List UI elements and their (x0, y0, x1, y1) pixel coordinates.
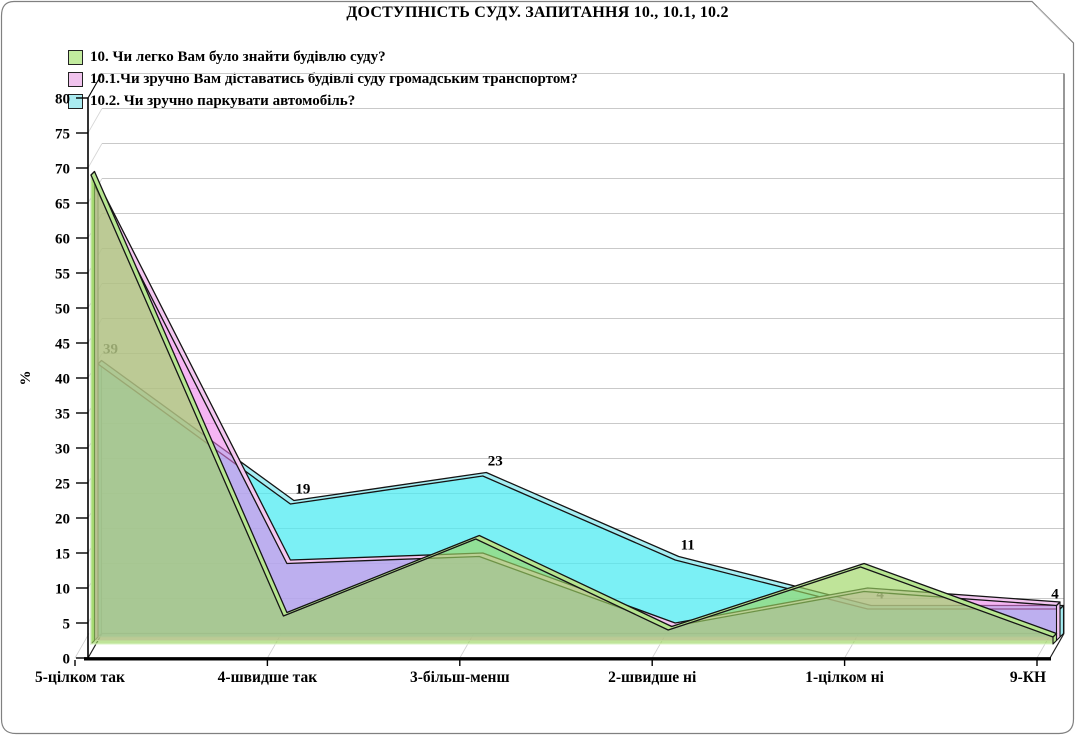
data-label: 4 (1051, 587, 1059, 603)
y-tick-label: 55 (55, 267, 70, 283)
y-tick-label: 0 (63, 652, 71, 668)
x-tick-label: 5-цілком так (35, 669, 125, 686)
data-label: 11 (681, 538, 695, 554)
y-tick-label: 50 (55, 302, 70, 318)
y-axis-top-depth-edge (87, 73, 103, 99)
y-axis-title: % (18, 371, 34, 386)
y-tick-label: 35 (55, 407, 70, 423)
x-tick-label: 2-швидше ні (608, 669, 697, 686)
y-tick-label: 70 (55, 162, 70, 178)
y-tick-label: 65 (55, 197, 70, 213)
y-tick-label: 30 (55, 442, 70, 458)
y-tick-label: 45 (55, 337, 70, 353)
y-tick-depth-line (87, 108, 103, 134)
y-tick-label: 15 (55, 547, 70, 563)
x-tick-depth-line (74, 633, 90, 659)
x-tick-label: 9-КН (1010, 669, 1046, 686)
data-label: 23 (488, 454, 503, 470)
x-tick-label: 1-цілком ні (805, 669, 884, 686)
y-tick-label: 40 (55, 372, 70, 388)
y-tick-depth-line (87, 143, 103, 169)
y-tick-label: 10 (55, 582, 70, 598)
data-label: 19 (295, 482, 310, 498)
y-tick-label: 60 (55, 232, 70, 248)
x-tick-label: 3-більш-менш (410, 669, 510, 686)
y-tick-label: 80 (55, 92, 70, 108)
y-tick-label: 75 (55, 127, 70, 143)
x-tick-label: 4-швидше так (218, 669, 318, 686)
y-tick-label: 20 (55, 512, 70, 528)
y-tick-label: 5 (63, 617, 71, 633)
y-tick-label: 25 (55, 477, 70, 493)
